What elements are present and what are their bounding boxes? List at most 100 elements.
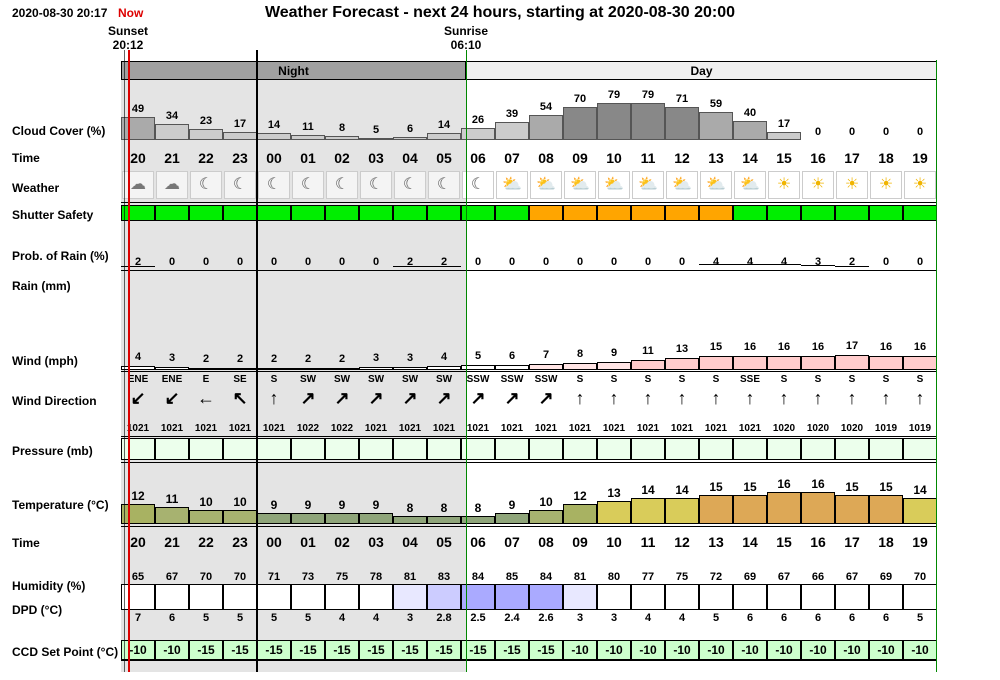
wind-bar	[835, 355, 869, 370]
temperature-bar	[155, 507, 189, 524]
weather-cell: ⛅	[530, 171, 562, 199]
pressure-cell	[665, 438, 699, 460]
shutter-cell-safe	[869, 205, 903, 221]
weather-cell: ⛅	[700, 171, 732, 199]
wind-direction-text: SE	[233, 374, 247, 385]
humidity-value: 81	[403, 571, 417, 583]
cloud-bar	[529, 115, 563, 140]
cloud-value: 34	[165, 110, 179, 122]
shutter-cell-safe	[155, 205, 189, 221]
wind-arrow-icon: ↑	[813, 388, 823, 408]
time-cell: 10	[606, 150, 622, 166]
temperature-value: 15	[879, 480, 893, 494]
temperature-bar	[495, 513, 529, 524]
wind-direction-text: S	[644, 374, 652, 385]
dpd-label: DPD (°C)	[12, 603, 63, 617]
sun-icon: ☀	[810, 176, 826, 193]
partly-cloudy-day-icon: ⛅	[672, 176, 692, 193]
weather-cell: ☾	[360, 171, 392, 199]
ccd-cell: -15	[427, 640, 461, 660]
ccd-cell: -10	[699, 640, 733, 660]
time-cell-bottom: 07	[504, 534, 520, 550]
shutter-safety-label: Shutter Safety	[12, 208, 94, 222]
humidity-value: 67	[845, 571, 859, 583]
temperature-bar	[767, 492, 801, 524]
pressure-cell	[835, 438, 869, 460]
wind-direction-text: E	[202, 374, 210, 385]
shutter-cell-caution	[563, 205, 597, 221]
humidity-cell	[325, 584, 359, 610]
pressure-value: 1022	[296, 423, 320, 434]
temperature-value: 8	[406, 501, 414, 515]
cloud-bar	[427, 133, 461, 140]
pressure-cell	[155, 438, 189, 460]
temperature-value: 10	[539, 495, 553, 509]
temperature-bar	[393, 516, 427, 524]
rain-prob-value: 0	[372, 256, 380, 268]
midnight-line	[256, 50, 258, 672]
pressure-value: 1020	[772, 423, 796, 434]
cloud-value: 0	[916, 126, 924, 138]
rain-prob-value: 0	[338, 256, 346, 268]
partly-cloudy-night-icon: ☁	[164, 176, 180, 193]
time-cell-bottom: 11	[640, 534, 656, 550]
partly-cloudy-day-icon: ⛅	[502, 176, 522, 193]
partly-cloudy-day-icon: ⛅	[536, 176, 556, 193]
shutter-cell-safe	[427, 205, 461, 221]
temperature-bar	[291, 513, 325, 524]
humidity-cell	[767, 584, 801, 610]
dpd-value: 2.5	[470, 612, 486, 624]
wind-direction-text: SW	[333, 374, 351, 385]
pressure-cell	[393, 438, 427, 460]
temperature-value: 9	[270, 498, 278, 512]
time-cell-bottom: 16	[810, 534, 826, 550]
ccd-cell: -15	[325, 640, 359, 660]
pressure-cell	[495, 438, 529, 460]
temperature-value: 15	[845, 480, 859, 494]
wind-direction-text: SW	[299, 374, 317, 385]
time-cell: 16	[810, 150, 826, 166]
humidity-cell	[121, 584, 155, 610]
temperature-bar	[121, 504, 155, 524]
partly-cloudy-day-icon: ⛅	[604, 176, 624, 193]
time-cell: 07	[504, 150, 520, 166]
partly-cloudy-day-icon: ⛅	[570, 176, 590, 193]
dpd-value: 4	[678, 612, 686, 624]
cloud-bar	[291, 135, 325, 140]
pressure-value: 1021	[704, 423, 728, 434]
wind-bar	[393, 367, 427, 370]
dpd-value: 2.4	[504, 612, 520, 624]
humidity-label: Humidity (%)	[12, 579, 86, 593]
wind-direction-text: S	[916, 374, 924, 385]
humidity-value: 84	[471, 571, 485, 583]
cloud-cover-label: Cloud Cover (%)	[12, 124, 106, 138]
wind-bar	[597, 362, 631, 370]
cloud-value: 11	[302, 121, 314, 133]
dpd-value: 4	[338, 612, 346, 624]
sun-icon: ☀	[912, 176, 928, 193]
rain-prob-value: 4	[746, 256, 754, 268]
rain-prob-value: 4	[712, 256, 720, 268]
humidity-value: 78	[369, 571, 383, 583]
timestamp: 2020-08-30 20:17	[12, 6, 108, 20]
wind-arrow-icon: ↑	[779, 388, 789, 408]
ccd-cell: -10	[665, 640, 699, 660]
ccd-cell: -10	[903, 640, 937, 660]
pressure-cell	[461, 438, 495, 460]
humidity-value: 67	[777, 571, 791, 583]
time-cell: 13	[708, 150, 724, 166]
temperature-value: 13	[607, 486, 621, 500]
shutter-cell-safe	[733, 205, 767, 221]
ccd-cell: -10	[801, 640, 835, 660]
pressure-value: 1021	[262, 423, 286, 434]
shutter-cell-caution	[529, 205, 563, 221]
temperature-value: 11	[165, 492, 179, 506]
pressure-value: 1021	[500, 423, 524, 434]
partly-cloudy-day-icon: ⛅	[638, 176, 658, 193]
wind-bar	[801, 356, 835, 370]
wind-arrow-icon: ↗	[504, 388, 520, 408]
weather-cell: ☾	[292, 171, 324, 199]
pressure-value: 1022	[330, 423, 354, 434]
cloud-value: 8	[338, 122, 346, 134]
shutter-cell-safe	[461, 205, 495, 221]
